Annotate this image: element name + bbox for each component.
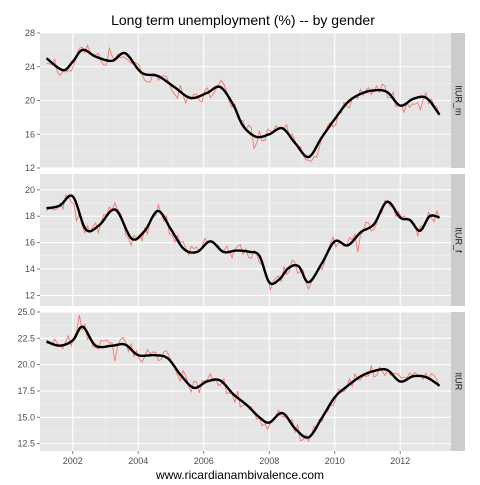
y-tick-label: 18	[25, 211, 35, 221]
x-tick-label: 2002	[63, 456, 83, 466]
chart-title: Long term unemployment (%) -- by gender	[111, 12, 375, 28]
y-tick-label: 17.5	[17, 386, 35, 396]
y-tick-label: 25.0	[17, 307, 35, 317]
x-tick-label: 2010	[325, 456, 345, 466]
facet-strip-label: ltUR_m	[454, 85, 464, 115]
facet-strip	[451, 312, 465, 451]
panels-layer: 12 16 20 24 28 ltUR_m 12 14 16 18 20 ltUR_f 12.5 15.0…	[17, 28, 465, 451]
facet-strip-label: ltUR	[454, 373, 464, 391]
x-tick-label: 2004	[128, 456, 148, 466]
panel-background	[40, 312, 451, 451]
facet-strip	[451, 174, 465, 306]
facet-panel-ltUR: 12.5 15.0 17.5 20.0 22.5 25.0 ltUR	[17, 307, 465, 451]
x-tick-label: 2006	[194, 456, 214, 466]
y-tick-label: 12.5	[17, 439, 35, 449]
panel-background	[40, 174, 451, 306]
y-tick-label: 28	[25, 28, 35, 38]
y-tick-label: 15.0	[17, 412, 35, 422]
y-tick-label: 16	[25, 238, 35, 248]
chart-caption: www.ricardianambivalence.com	[155, 468, 324, 480]
facet-strip-label: ltUR_f	[454, 227, 464, 253]
raw-series-line	[46, 314, 440, 443]
y-tick-label: 16	[25, 129, 35, 139]
x-tick-label: 2008	[259, 456, 279, 466]
smoothed-series-line	[45, 194, 441, 286]
facet-panel-ltUR_m: 12 16 20 24 28 ltUR_m	[25, 28, 465, 173]
y-tick-label: 20	[25, 96, 35, 106]
y-tick-label: 20.0	[17, 360, 35, 370]
x-axis: 2002 2004 2006 2008 2010 2012	[63, 451, 410, 466]
y-tick-label: 22.5	[17, 333, 35, 343]
smoothed-series-line	[45, 48, 441, 159]
y-tick-label: 12	[25, 163, 35, 173]
facet-strip	[451, 33, 465, 168]
y-tick-label: 12	[25, 290, 35, 300]
smoothed-series-line	[45, 325, 441, 439]
x-tick-label: 2012	[390, 456, 410, 466]
facet-panel-ltUR_f: 12 14 16 18 20 ltUR_f	[25, 174, 465, 306]
y-tick-label: 24	[25, 62, 35, 72]
y-tick-label: 20	[25, 185, 35, 195]
y-tick-label: 14	[25, 264, 35, 274]
